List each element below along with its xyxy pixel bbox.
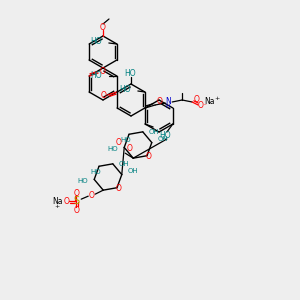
Text: HO: HO: [120, 137, 131, 143]
Text: Na: Na: [204, 98, 214, 106]
Text: HO: HO: [159, 131, 171, 140]
Text: O: O: [99, 68, 105, 76]
Text: +: +: [214, 97, 220, 101]
Text: HO: HO: [90, 38, 102, 46]
Text: O: O: [100, 22, 106, 32]
Text: HO: HO: [108, 146, 118, 152]
Text: HO: HO: [90, 169, 101, 175]
Text: O: O: [101, 92, 107, 100]
Text: +: +: [55, 204, 60, 209]
Text: O: O: [73, 189, 79, 198]
Text: O: O: [115, 138, 121, 147]
Text: N: N: [165, 98, 171, 106]
Text: HO: HO: [78, 178, 88, 184]
Text: O⁻: O⁻: [197, 101, 207, 110]
Text: Na: Na: [52, 197, 62, 206]
Text: O: O: [88, 191, 94, 200]
Text: O: O: [126, 144, 132, 153]
Text: OH: OH: [128, 168, 138, 174]
Text: O: O: [193, 94, 199, 103]
Text: O: O: [63, 197, 69, 206]
Text: HO: HO: [90, 71, 102, 80]
Text: OH: OH: [149, 129, 159, 135]
Text: HO: HO: [119, 85, 131, 94]
Text: S: S: [73, 196, 79, 206]
Text: HO: HO: [124, 68, 136, 77]
Text: OH: OH: [158, 136, 168, 142]
Text: O: O: [73, 206, 79, 215]
Text: H: H: [166, 103, 170, 109]
Text: O: O: [146, 152, 152, 161]
Text: O: O: [116, 184, 122, 193]
Text: O: O: [156, 98, 162, 106]
Text: OH: OH: [119, 161, 129, 167]
